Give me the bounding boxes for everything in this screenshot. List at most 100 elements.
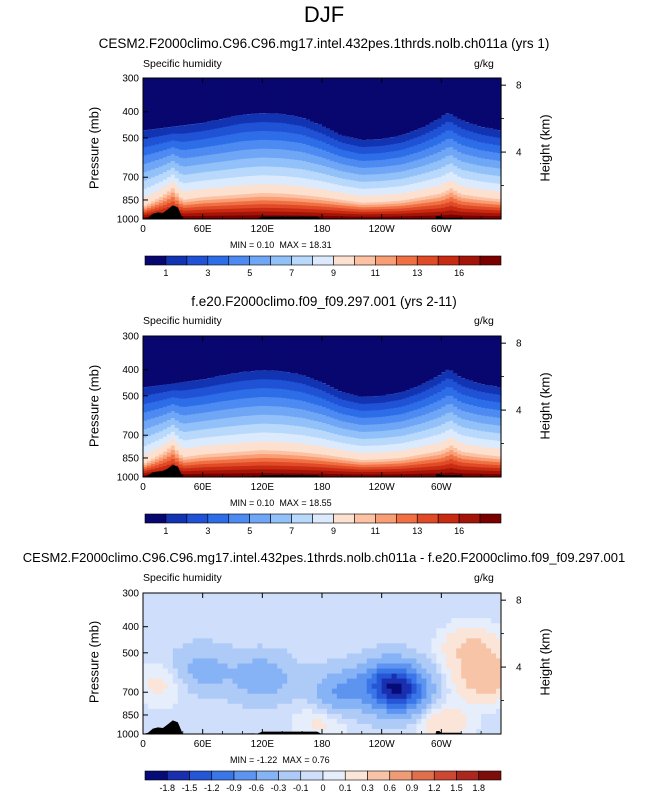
panel-1-cell bbox=[341, 210, 347, 215]
panel-3-cell bbox=[436, 603, 442, 609]
panel-2-cell bbox=[473, 437, 478, 447]
panel-1-cell bbox=[202, 188, 208, 198]
panel-2-cell bbox=[242, 380, 248, 391]
panel-2-cell bbox=[369, 452, 375, 461]
panel-1-cell bbox=[214, 179, 220, 189]
panel-2-cell bbox=[238, 458, 244, 464]
panel-2-cell bbox=[365, 403, 371, 412]
panel-3-cell bbox=[312, 668, 318, 675]
panel-3-cell bbox=[212, 648, 219, 654]
panel-2-cell bbox=[477, 414, 482, 424]
panel-2-cell bbox=[146, 411, 152, 421]
panel-2-cell bbox=[373, 462, 379, 466]
panel-2-cell bbox=[409, 441, 415, 450]
panel-2-cell bbox=[481, 446, 486, 456]
panel-3-cell bbox=[446, 598, 452, 604]
panel-2-cell bbox=[433, 418, 438, 428]
panel-2-cell bbox=[266, 397, 271, 407]
panel-2-cell bbox=[421, 457, 427, 462]
panel-1-cell bbox=[373, 174, 379, 182]
panel-3-cell bbox=[426, 618, 432, 624]
panel-1-cell bbox=[441, 211, 446, 216]
panel-2-cell bbox=[441, 372, 446, 382]
panel-1-cell bbox=[329, 183, 335, 192]
panel-3-cell bbox=[277, 598, 283, 604]
panel-3-cell bbox=[312, 643, 318, 649]
panel-3-cell bbox=[326, 723, 333, 730]
panel-2-cell bbox=[453, 398, 458, 408]
panel-3-cell bbox=[336, 673, 343, 680]
panel-2-cell bbox=[405, 468, 411, 472]
panel-3-cell bbox=[411, 653, 417, 659]
panel-2-cell bbox=[489, 470, 494, 475]
panel-2-cell bbox=[286, 372, 291, 382]
panel-1-cell bbox=[497, 207, 502, 211]
panel-1-cell bbox=[421, 203, 427, 207]
panel-1-cell bbox=[393, 179, 399, 188]
panel-2-cell bbox=[425, 445, 430, 454]
panel-2-cell bbox=[429, 395, 434, 405]
panel-2-cell bbox=[286, 398, 291, 408]
panel-2-cell bbox=[306, 466, 311, 471]
panel-3-cell bbox=[257, 633, 263, 639]
panel-3-cell bbox=[272, 693, 278, 700]
panel-1-cell bbox=[361, 204, 367, 208]
panel-2-cell bbox=[266, 454, 271, 459]
panel-2-cell bbox=[238, 434, 244, 444]
panel-2-cell bbox=[373, 431, 379, 439]
panel-3-cell bbox=[152, 708, 159, 715]
panel-3-cell bbox=[232, 663, 238, 670]
panel-1-cell bbox=[477, 203, 482, 207]
panel-3-cell bbox=[182, 653, 189, 659]
panel-3-cell bbox=[386, 718, 393, 725]
panel-2-cell bbox=[413, 458, 419, 463]
panel-3-cell bbox=[297, 608, 303, 614]
panel-1-cell bbox=[433, 120, 438, 130]
panel-1-cell bbox=[381, 78, 387, 139]
panel-1-cell bbox=[437, 152, 442, 161]
panel-3-cell bbox=[237, 728, 243, 735]
panel-3-cell bbox=[361, 653, 368, 659]
panel-2-cell bbox=[357, 336, 363, 397]
panel-3-cell bbox=[162, 698, 169, 705]
panel-1-cell bbox=[214, 78, 220, 121]
panel-3-cell bbox=[143, 688, 149, 695]
panel-3-cell bbox=[217, 618, 224, 624]
panel-3-cell bbox=[371, 623, 378, 629]
panel-2-cell bbox=[357, 445, 363, 454]
panel-2-cell bbox=[246, 469, 251, 474]
panel-1-cell bbox=[274, 211, 279, 216]
panel-2-cell bbox=[425, 413, 430, 423]
panel-2-cell bbox=[150, 434, 156, 444]
panel-2-cell bbox=[445, 468, 450, 474]
panel-1-cell bbox=[349, 194, 355, 202]
panel-3-cell bbox=[152, 673, 159, 680]
panel-2-cell bbox=[214, 402, 220, 412]
panel-2-cell bbox=[270, 423, 275, 434]
panel-2-cell bbox=[238, 425, 244, 435]
panel-2-cell bbox=[262, 388, 267, 398]
panel-3-cell bbox=[426, 663, 432, 670]
panel-3-cell bbox=[207, 703, 214, 710]
panel-3-cell bbox=[401, 703, 408, 710]
panel-1-cell bbox=[322, 142, 327, 151]
panel-3-cell bbox=[322, 608, 328, 614]
panel-1-cell bbox=[477, 173, 482, 182]
panel-1-cell bbox=[361, 181, 367, 190]
panel-1-cell bbox=[278, 211, 283, 216]
panel-2-cell bbox=[453, 464, 458, 470]
panel-1-cell bbox=[190, 132, 196, 142]
panel-2-cell bbox=[238, 381, 244, 391]
panel-3-cell bbox=[177, 723, 184, 730]
panel-3-cell bbox=[317, 653, 323, 659]
panel-2-cell bbox=[341, 392, 347, 401]
panel-1-cell bbox=[206, 180, 212, 189]
panel-3-cell bbox=[197, 708, 204, 715]
panel-1-cell bbox=[325, 198, 331, 202]
panel-3-cell bbox=[351, 663, 358, 670]
panel-1-cell bbox=[226, 169, 232, 179]
panel-1-cell bbox=[497, 191, 502, 200]
panel-3-cell bbox=[396, 598, 403, 604]
panel-1-cell bbox=[425, 140, 430, 150]
panel-1-cell bbox=[318, 148, 323, 158]
